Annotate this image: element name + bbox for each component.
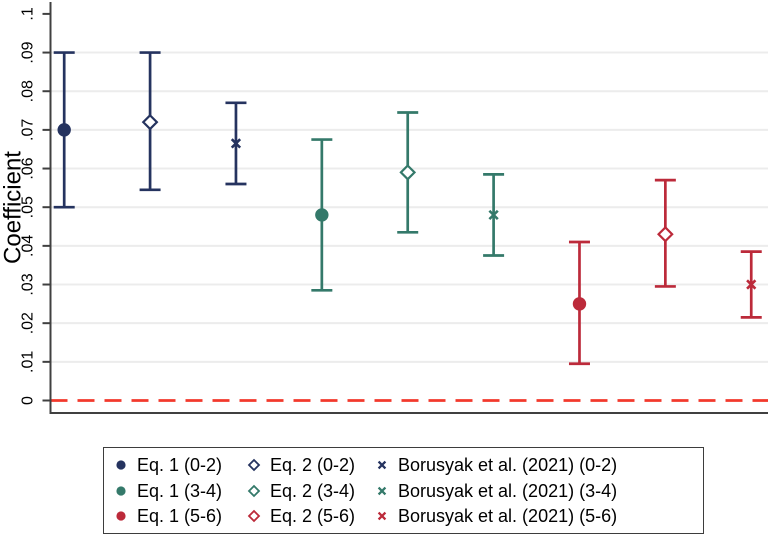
- legend-circle-icon: [116, 485, 126, 496]
- legend-item-label: Eq. 2 (5-6): [270, 506, 356, 527]
- y-tick-label: .06: [20, 157, 37, 179]
- legend-x-icon: [377, 460, 387, 469]
- legend-item: Borusyak et al. (2021) (3-4): [375, 482, 703, 500]
- legend-item-label: Borusyak et al. (2021) (3-4): [398, 480, 618, 501]
- y-tick-label: .1: [20, 7, 37, 20]
- y-tick-label: 0: [20, 396, 37, 405]
- y-axis-title: Coefficient: [0, 151, 27, 264]
- legend-x-icon: [377, 512, 387, 521]
- plot-area: 0 .01 .02 .03 .04 .05 .06 .07 .08 .09 .1 Coefficien…: [0, 2, 768, 414]
- marker-circle: [572, 297, 587, 311]
- legend-x-icon: [377, 486, 387, 495]
- marker-x: [230, 138, 242, 149]
- y-tick-label: .01: [20, 351, 37, 373]
- legend-item: Eq. 2 (3-4): [247, 482, 375, 500]
- legend-item-label: Eq. 1 (5-6): [137, 506, 223, 527]
- legend-diamond-icon: [247, 484, 261, 497]
- marker-diamond: [657, 225, 674, 243]
- legend-item-label: Eq. 1 (3-4): [137, 480, 223, 501]
- legend-circle-icon: [116, 511, 126, 521]
- legend-item: Eq. 2 (5-6): [247, 507, 375, 525]
- marker-diamond: [141, 113, 159, 131]
- legend-item-label: Borusyak et al. (2021) (0-2): [398, 454, 618, 475]
- legend-item-label: Eq. 1 (0-2): [137, 454, 223, 475]
- marker-circle: [57, 123, 71, 137]
- marker-x: [488, 209, 499, 221]
- legend-item-label: Borusyak et al. (2021) (5-6): [398, 506, 618, 527]
- y-tick-label: .09: [20, 41, 37, 63]
- legend: Eq. 1 (0-2) Eq. 2 (0-2) Borusyak et al. (2…: [103, 447, 704, 534]
- y-tick-label: .05: [20, 196, 37, 218]
- y-tick-label: .03: [20, 273, 37, 295]
- y-tick-label: .08: [20, 80, 37, 102]
- legend-diamond-icon: [247, 509, 261, 523]
- marker-circle: [315, 208, 329, 222]
- y-tick-label: .07: [20, 119, 37, 141]
- legend-item: Borusyak et al. (2021) (0-2): [375, 456, 703, 474]
- legend-item: Eq. 2 (0-2): [247, 456, 375, 474]
- legend-item: Eq. 1 (0-2): [114, 456, 247, 474]
- marker-diamond: [399, 164, 417, 181]
- marker-x: [746, 279, 757, 290]
- y-tick-label: .02: [20, 312, 37, 334]
- legend-item-label: Eq. 2 (3-4): [270, 480, 356, 501]
- legend-item-label: Eq. 2 (0-2): [270, 454, 356, 475]
- y-tick-label: .04: [20, 235, 37, 257]
- legend-diamond-icon: [247, 458, 261, 472]
- legend-item: Eq. 1 (3-4): [114, 482, 247, 500]
- legend-item: Eq. 1 (5-6): [114, 507, 247, 525]
- legend-item: Borusyak et al. (2021) (5-6): [375, 507, 703, 525]
- legend-circle-icon: [116, 460, 126, 470]
